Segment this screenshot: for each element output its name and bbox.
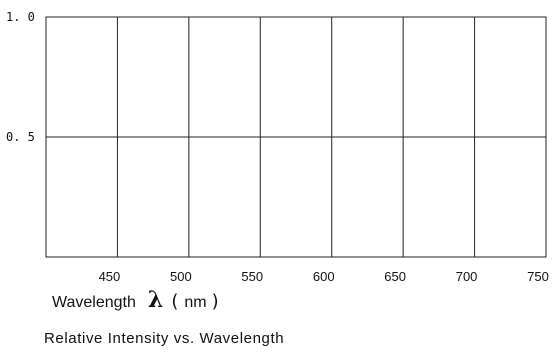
y-tick-label: 1. 0: [6, 10, 35, 24]
x-tick-label: 650: [384, 269, 406, 284]
x-axis-label: Wavelength λ ( nm ): [52, 287, 219, 313]
x-tick-labels: 450 500 550 600 650 700 750: [99, 269, 549, 284]
x-tick-label: 550: [241, 269, 263, 284]
y-tick-label: 0. 5: [6, 130, 35, 144]
x-axis-unit-open-paren: (: [171, 291, 178, 312]
x-axis-unit: nm: [184, 294, 206, 311]
x-tick-label: 750: [527, 269, 549, 284]
x-axis-unit-close-paren: ): [212, 291, 219, 312]
x-tick-label: 450: [99, 269, 121, 284]
grid: [45, 16, 547, 258]
x-tick-label: 500: [170, 269, 192, 284]
y-tick-labels: 1. 0 0. 5: [6, 10, 35, 144]
x-axis-label-text: Wavelength: [52, 294, 136, 311]
x-tick-label: 600: [313, 269, 335, 284]
lambda-symbol: λ: [148, 287, 163, 313]
x-tick-label: 700: [456, 269, 478, 284]
chart-caption: Relative Intensity vs. Wavelength: [44, 330, 284, 347]
